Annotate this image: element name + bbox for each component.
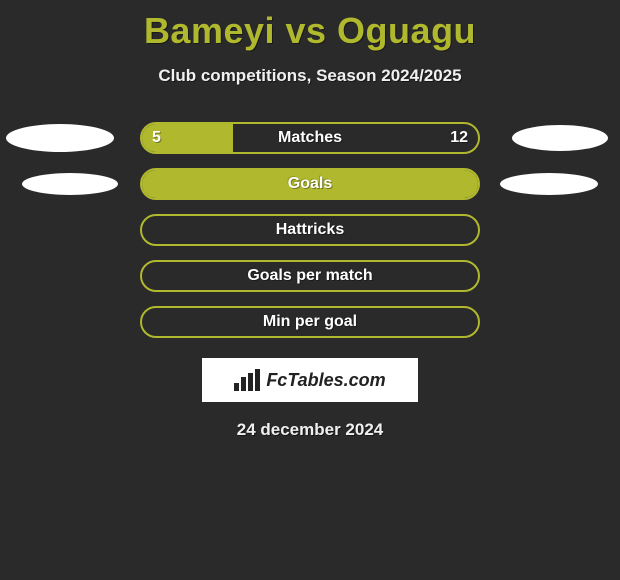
stat-label: Matches xyxy=(278,129,342,147)
subtitle: Club competitions, Season 2024/2025 xyxy=(0,66,620,86)
stat-row: Goals per match xyxy=(0,260,620,292)
player-blob-left xyxy=(6,124,114,152)
stat-bar-track: Min per goal xyxy=(140,306,480,338)
stat-bar-track: Goals xyxy=(140,168,480,200)
stat-row: Goals xyxy=(0,168,620,200)
stat-value-right: 12 xyxy=(450,129,468,147)
stat-label: Goals per match xyxy=(247,267,372,285)
player-blob-right xyxy=(500,173,598,195)
stat-value-left: 5 xyxy=(152,129,161,147)
stat-bar-track: Goals per match xyxy=(140,260,480,292)
stat-row: 5 12 Matches xyxy=(0,122,620,154)
stat-label: Hattricks xyxy=(276,221,344,239)
stat-row: Hattricks xyxy=(0,214,620,246)
stats-rows: 5 12 Matches Goals Hattricks Goals per match M… xyxy=(0,122,620,338)
fctables-badge: FcTables.com xyxy=(202,358,418,402)
date-label: 24 december 2024 xyxy=(0,420,620,440)
stat-row: Min per goal xyxy=(0,306,620,338)
player-blob-left xyxy=(22,173,118,195)
fctables-text: FcTables.com xyxy=(266,370,385,391)
stat-bar-track: 5 12 Matches xyxy=(140,122,480,154)
fctables-chart-icon xyxy=(234,369,262,391)
stat-label: Min per goal xyxy=(263,313,357,331)
stat-label: Goals xyxy=(288,175,332,193)
player-blob-right xyxy=(512,125,608,151)
stat-bar-track: Hattricks xyxy=(140,214,480,246)
page-title: Bameyi vs Oguagu xyxy=(0,0,620,52)
